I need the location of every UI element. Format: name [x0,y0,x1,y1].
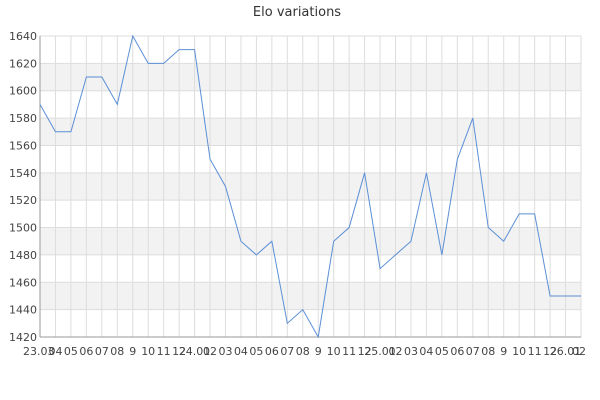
data-point [441,254,443,256]
x-tick-label: 08 [110,345,124,358]
y-tick-label: 1620 [9,57,37,70]
x-tick-label: 06 [265,345,279,358]
y-tick-label: 1520 [9,194,37,207]
data-point [162,62,164,64]
plot-band [40,172,581,201]
x-tick-label: 24.01 [179,345,211,358]
x-tick-label: 05 [64,345,78,358]
data-point [472,117,474,119]
data-point [317,336,319,338]
x-tick-label: 07 [466,345,480,358]
data-point [518,213,520,215]
x-tick-label: 9 [315,345,322,358]
data-point [533,213,535,215]
data-point [193,48,195,50]
grid-lines [39,35,582,338]
series-layer [39,34,582,339]
data-point [332,240,334,242]
x-tick-label: 08 [481,345,495,358]
axes [39,36,581,338]
x-tick-label: 03 [404,345,418,358]
plot-band [40,118,581,146]
y-tick-label: 1480 [9,249,37,262]
x-tick-label: 11 [157,345,171,358]
data-point [255,254,257,256]
y-tick-label: 1640 [9,30,37,43]
x-tick-label: 12 [543,345,557,358]
x-tick-label: 10 [327,345,341,358]
x-tick-label: 26.01 [550,345,582,358]
data-point [564,295,566,297]
data-point [363,172,365,174]
x-tick-label: 10 [141,345,155,358]
y-tick-label: 1560 [9,139,37,152]
x-tick-label: 05 [249,345,263,358]
data-point [132,35,134,37]
x-tick-label: 12 [172,345,186,358]
x-tick-label: 11 [528,345,542,358]
data-point [302,308,304,310]
data-point [116,103,118,105]
x-tick-label: 06 [79,345,93,358]
data-point [580,295,582,297]
x-tick-label: 07 [95,345,109,358]
y-tick-label: 1580 [9,112,37,125]
plot-band [40,282,581,310]
x-tick-label: 02 [572,345,586,358]
chart-title: Elo variations [253,5,341,20]
x-tick-label: 06 [450,345,464,358]
data-point [379,267,381,269]
x-tick-label: 23.03 [23,345,55,358]
y-tick-label: 1500 [9,222,37,235]
x-tick-label: 12 [358,345,372,358]
y-tick-label: 1460 [9,276,37,289]
data-point [456,158,458,160]
x-tick-label: 04 [419,345,433,358]
data-point [70,131,72,133]
data-point [549,295,551,297]
data-point [147,62,149,64]
x-tick-label: 25.01 [364,345,396,358]
data-point [394,254,396,256]
data-point [101,76,103,78]
x-tick-label: 08 [296,345,310,358]
plot-band [40,63,581,91]
y-tick-label: 1440 [9,304,37,317]
data-point [425,172,427,174]
data-point [85,76,87,78]
data-point [271,240,273,242]
data-point [503,240,505,242]
data-point [39,103,41,105]
x-tick-label: 9 [500,345,507,358]
plot-bands [40,63,581,310]
x-tick-label: 9 [129,345,136,358]
data-point [54,131,56,133]
data-point [348,226,350,228]
y-tick-label: 1600 [9,85,37,98]
data-point [240,240,242,242]
data-point [178,48,180,50]
x-tick-label: 11 [342,345,356,358]
x-tick-label: 05 [435,345,449,358]
x-tick-label: 03 [218,345,232,358]
data-point [487,226,489,228]
x-tick-label: 10 [512,345,526,358]
y-tick-label: 1540 [9,167,37,180]
series-line [39,34,581,339]
x-tick-label: 04 [48,345,62,358]
plot-band [40,227,581,255]
x-tick-label: 02 [389,345,403,358]
x-tick-label: 02 [203,345,217,358]
x-tick-label: 07 [280,345,294,358]
y-axis-labels: 1420 1440 1460 1480 1500 1520 1540 1560 1580 1600… [9,30,37,344]
data-point [224,185,226,187]
data-point [209,158,211,160]
y-tick-label: 1420 [9,331,37,344]
x-tick-label: 04 [234,345,248,358]
data-point [286,322,288,324]
data-point [410,240,412,242]
